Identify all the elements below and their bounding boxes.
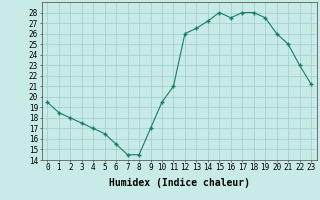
X-axis label: Humidex (Indice chaleur): Humidex (Indice chaleur) — [109, 178, 250, 188]
